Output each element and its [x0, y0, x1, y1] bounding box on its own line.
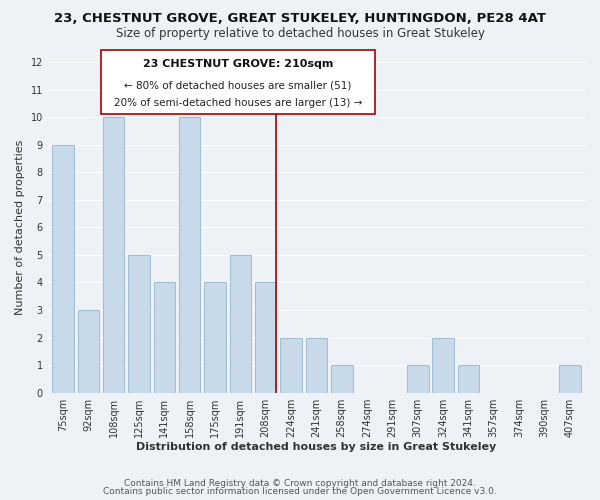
Text: 20% of semi-detached houses are larger (13) →: 20% of semi-detached houses are larger (…	[113, 98, 362, 108]
Bar	[458, 365, 479, 392]
Text: 23, CHESTNUT GROVE, GREAT STUKELEY, HUNTINGDON, PE28 4AT: 23, CHESTNUT GROVE, GREAT STUKELEY, HUNT…	[54, 12, 546, 26]
Text: ← 80% of detached houses are smaller (51): ← 80% of detached houses are smaller (51…	[124, 80, 352, 90]
Text: 23 CHESTNUT GROVE: 210sqm: 23 CHESTNUT GROVE: 210sqm	[143, 59, 333, 69]
Y-axis label: Number of detached properties: Number of detached properties	[15, 140, 25, 315]
Bar	[204, 282, 226, 393]
Bar	[230, 255, 251, 392]
Text: Size of property relative to detached houses in Great Stukeley: Size of property relative to detached ho…	[115, 28, 485, 40]
Bar	[305, 338, 327, 392]
Text: Contains public sector information licensed under the Open Government Licence v3: Contains public sector information licen…	[103, 487, 497, 496]
Bar	[559, 365, 581, 392]
Bar	[179, 117, 200, 392]
Bar	[407, 365, 428, 392]
Bar	[52, 144, 74, 392]
Bar	[331, 365, 353, 392]
X-axis label: Distribution of detached houses by size in Great Stukeley: Distribution of detached houses by size …	[136, 442, 497, 452]
Bar	[255, 282, 277, 393]
FancyBboxPatch shape	[101, 50, 374, 114]
Bar	[433, 338, 454, 392]
Text: Contains HM Land Registry data © Crown copyright and database right 2024.: Contains HM Land Registry data © Crown c…	[124, 478, 476, 488]
Bar	[103, 117, 124, 392]
Bar	[154, 282, 175, 393]
Bar	[128, 255, 150, 392]
Bar	[280, 338, 302, 392]
Bar	[77, 310, 99, 392]
